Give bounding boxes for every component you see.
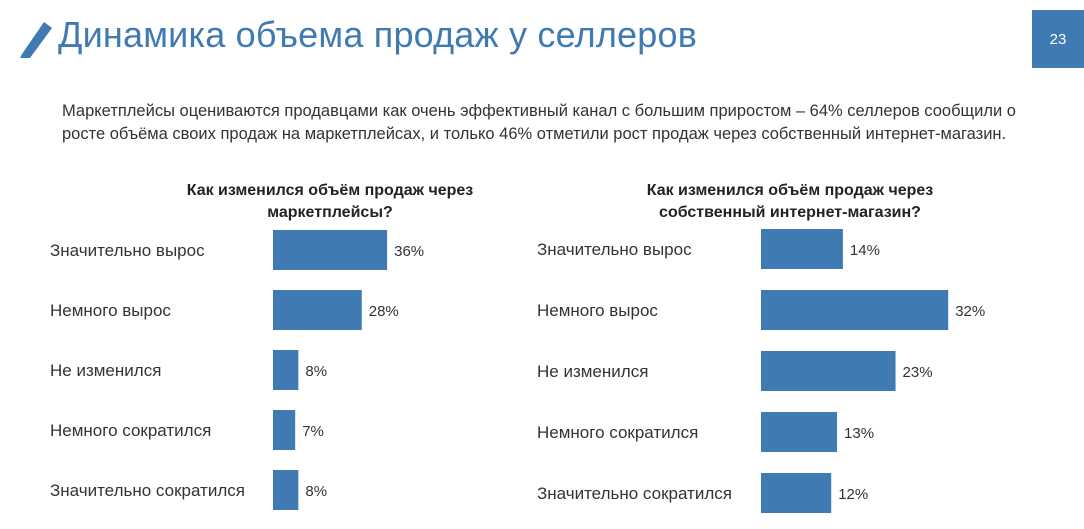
value-label: 32% [955, 303, 985, 320]
value-label: 36% [394, 243, 424, 260]
category-label: Немного вырос [50, 301, 171, 320]
value-label: 14% [850, 242, 880, 259]
value-label: 13% [844, 425, 874, 442]
bar [273, 410, 296, 450]
bar [761, 412, 838, 452]
value-label: 7% [302, 423, 324, 440]
chart-marketplaces: Как изменился объём продаж через маркетп… [0, 180, 520, 520]
value-label: 28% [369, 303, 399, 320]
page-title: Динамика объема продаж у селлеров [58, 14, 698, 55]
chart-plot: Значительно вырос 14% Немного вырос 32% Не и… [537, 229, 985, 513]
chart-plot: Значительно вырос 36% Немного вырос 28% Не и… [50, 230, 424, 510]
chart-title: Как изменился объём продаж через собстве… [646, 182, 934, 221]
category-label: Не изменился [50, 361, 161, 380]
bar [273, 470, 299, 510]
bar [761, 290, 949, 330]
category-label: Значительно вырос [50, 241, 205, 260]
bar [273, 230, 388, 270]
value-label: 23% [903, 364, 933, 381]
category-label: Не изменился [537, 362, 648, 381]
value-label: 8% [305, 483, 327, 500]
pencil-icon [20, 22, 52, 58]
category-label: Немного сократился [50, 421, 211, 440]
category-label: Значительно сократился [537, 484, 732, 503]
value-label: 8% [305, 363, 327, 380]
category-label: Немного сократился [537, 423, 698, 442]
bar [761, 351, 896, 391]
bar [761, 229, 843, 269]
bar [761, 473, 832, 513]
category-label: Значительно сократился [50, 481, 245, 500]
chart-own-store: Как изменился объём продаж через собстве… [490, 180, 1010, 520]
category-label: Значительно вырос [537, 240, 692, 259]
page-number-badge: 23 [1032, 10, 1084, 68]
chart-title: Как изменился объём продаж через маркетп… [186, 182, 474, 221]
intro-paragraph: Маркетплейсы оцениваются продавцами как … [62, 102, 1016, 143]
bar [273, 350, 299, 390]
bar [273, 290, 362, 330]
page-number: 23 [1049, 30, 1067, 48]
category-label: Немного вырос [537, 301, 658, 320]
value-label: 12% [838, 486, 868, 503]
